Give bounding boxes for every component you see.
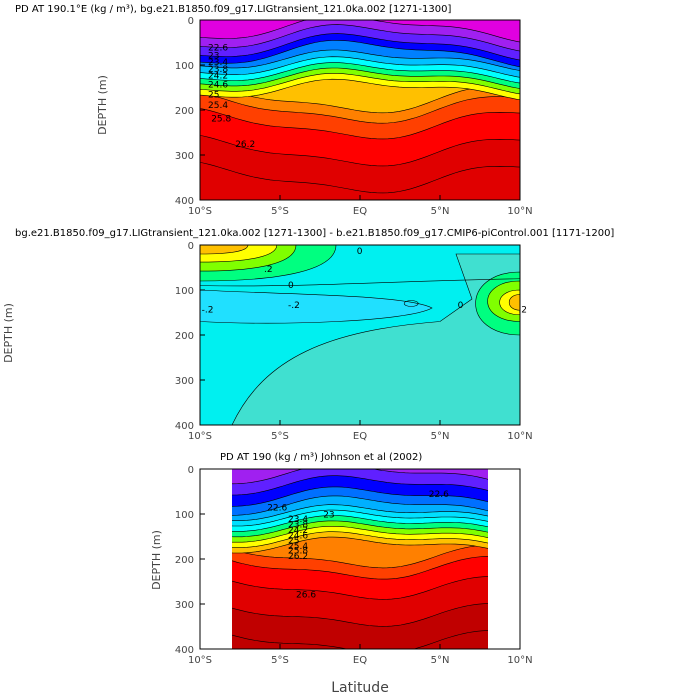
x-tick-label: 10°S — [188, 655, 212, 666]
contour-label: 22.6 — [208, 44, 228, 54]
contour-label: 23.4 — [288, 515, 308, 525]
contour-label: 25.8 — [288, 547, 308, 557]
x-tick-label: 5°S — [271, 655, 289, 666]
contour-band — [232, 469, 488, 496]
y-tick-label: 400 — [175, 645, 194, 656]
contour-label: 23 — [208, 51, 219, 61]
y-tick-label: 300 — [175, 376, 194, 387]
y-tick-label: 400 — [175, 196, 194, 207]
x-tick-label: EQ — [353, 431, 367, 442]
panel-2-ylabel: DEPTH (m) — [2, 303, 15, 363]
contour-label: 0 — [288, 281, 294, 291]
contour-label: 24.6 — [208, 81, 228, 91]
panel-2-title: bg.e21.B1850.f09_g17.LIGtransient_121.0k… — [15, 228, 614, 239]
contour-label: 23.8 — [288, 521, 308, 531]
contour-band — [232, 469, 488, 485]
y-tick-label: 200 — [175, 106, 194, 117]
x-tick-label: 5°N — [431, 431, 450, 442]
contour-label: .2 — [518, 306, 527, 316]
x-tick-label: 5°S — [271, 206, 289, 217]
y-tick-label: 0 — [188, 16, 194, 27]
contour-label: 24.2 — [288, 526, 308, 536]
contour-band — [231, 253, 520, 425]
y-tick-label: 300 — [175, 151, 194, 162]
y-tick-label: 100 — [175, 286, 194, 297]
contour-label: 25.4 — [208, 101, 228, 111]
contour-label: 26.6 — [296, 590, 316, 600]
y-tick-label: 0 — [188, 241, 194, 252]
contour-label: 22.6 — [429, 490, 449, 500]
x-tick-label: 10°S — [188, 431, 212, 442]
contour-label: 0 — [357, 247, 363, 257]
contour-label: 26.2 — [235, 140, 255, 150]
contour-label: 26.2 — [288, 552, 308, 562]
x-tick-label: 5°N — [431, 206, 450, 217]
x-tick-label: EQ — [353, 655, 367, 666]
contour-label: 0 — [458, 301, 464, 311]
contour-label: -.2 — [202, 306, 214, 316]
contour-label: -.2 — [288, 301, 300, 311]
x-tick-label: 10°S — [188, 206, 212, 217]
contour-label: 25 — [208, 90, 219, 100]
contour-label: 24.2 — [208, 72, 228, 82]
y-tick-label: 0 — [188, 465, 194, 476]
contour-label: 23.8 — [208, 65, 228, 75]
panel-3-field — [232, 469, 488, 649]
contour-label: 25.4 — [288, 542, 308, 552]
contour-line — [200, 278, 520, 287]
panel-3-ylabel: DEPTH (m) — [150, 530, 163, 590]
contour-label: 22.6 — [267, 503, 287, 513]
contour-band — [200, 289, 433, 324]
contour-band — [200, 20, 520, 43]
x-tick-label: 10°N — [507, 655, 532, 666]
panel-3-title: PD AT 190 (kg / m³) Johnson et al (2002) — [220, 452, 422, 463]
contour-label: .2 — [264, 265, 273, 275]
x-tick-label: 5°N — [431, 655, 450, 666]
y-tick-label: 100 — [175, 510, 194, 521]
x-tick-label: EQ — [353, 206, 367, 217]
contour-label: 23.4 — [208, 58, 228, 68]
x-tick-label: 10°N — [507, 431, 532, 442]
y-tick-label: 400 — [175, 421, 194, 432]
contour-label: 25.8 — [211, 115, 231, 125]
y-tick-label: 200 — [175, 555, 194, 566]
x-tick-label: 5°S — [271, 431, 289, 442]
contour-label: 23 — [323, 511, 334, 521]
contour-label: 25 — [288, 537, 299, 547]
panel-1-title: PD AT 190.1°E (kg / m³), bg.e21.B1850.f0… — [15, 4, 451, 15]
contour-line — [403, 300, 419, 307]
panel-1-ylabel: DEPTH (m) — [96, 75, 109, 135]
y-tick-label: 100 — [175, 61, 194, 72]
contour-label: 24.6 — [288, 531, 308, 541]
x-axis-label: Latitude — [331, 680, 389, 696]
panel-2-field — [200, 245, 520, 425]
x-tick-label: 10°N — [507, 206, 532, 217]
y-tick-label: 300 — [175, 600, 194, 611]
y-tick-label: 200 — [175, 331, 194, 342]
panel-1-field — [200, 20, 520, 200]
